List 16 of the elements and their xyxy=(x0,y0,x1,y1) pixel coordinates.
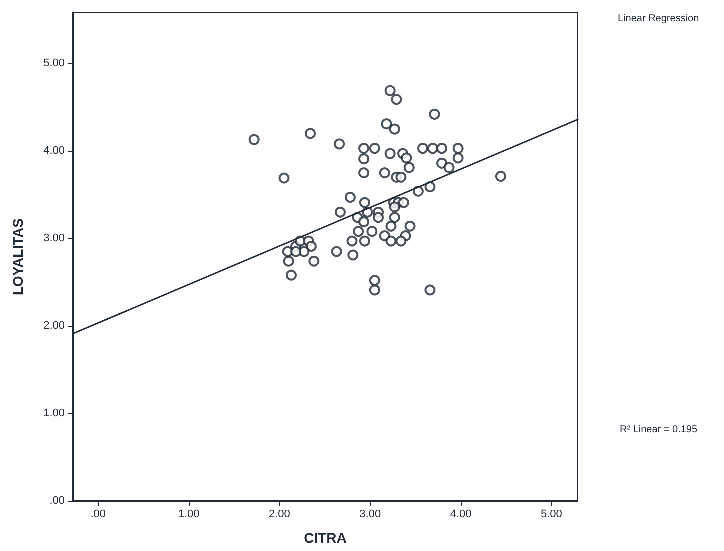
x-tick-label: 2.00 xyxy=(269,508,290,520)
x-tick-label: 3.00 xyxy=(360,508,382,520)
x-tick-label: 1.00 xyxy=(178,508,200,520)
x-tick-label: 5.00 xyxy=(540,508,562,520)
y-tick-label: 2.00 xyxy=(44,320,65,332)
text: R² Linear = 0.195 xyxy=(620,424,698,436)
y-axis-title: LOYALITAS xyxy=(10,218,26,296)
y-tick-label: 5.00 xyxy=(44,58,65,70)
y-tick-label: 1.00 xyxy=(44,408,65,420)
x-tick-label: 4.00 xyxy=(450,508,472,520)
y-tick-label: 4.00 xyxy=(44,145,65,158)
y-tick-label: .00 xyxy=(50,495,65,507)
x-tick-label: .00 xyxy=(90,508,106,520)
x-axis-title: CITRA xyxy=(304,530,347,546)
y-tick-label: 3.00 xyxy=(44,232,65,245)
text: Linear Regression xyxy=(618,14,700,24)
